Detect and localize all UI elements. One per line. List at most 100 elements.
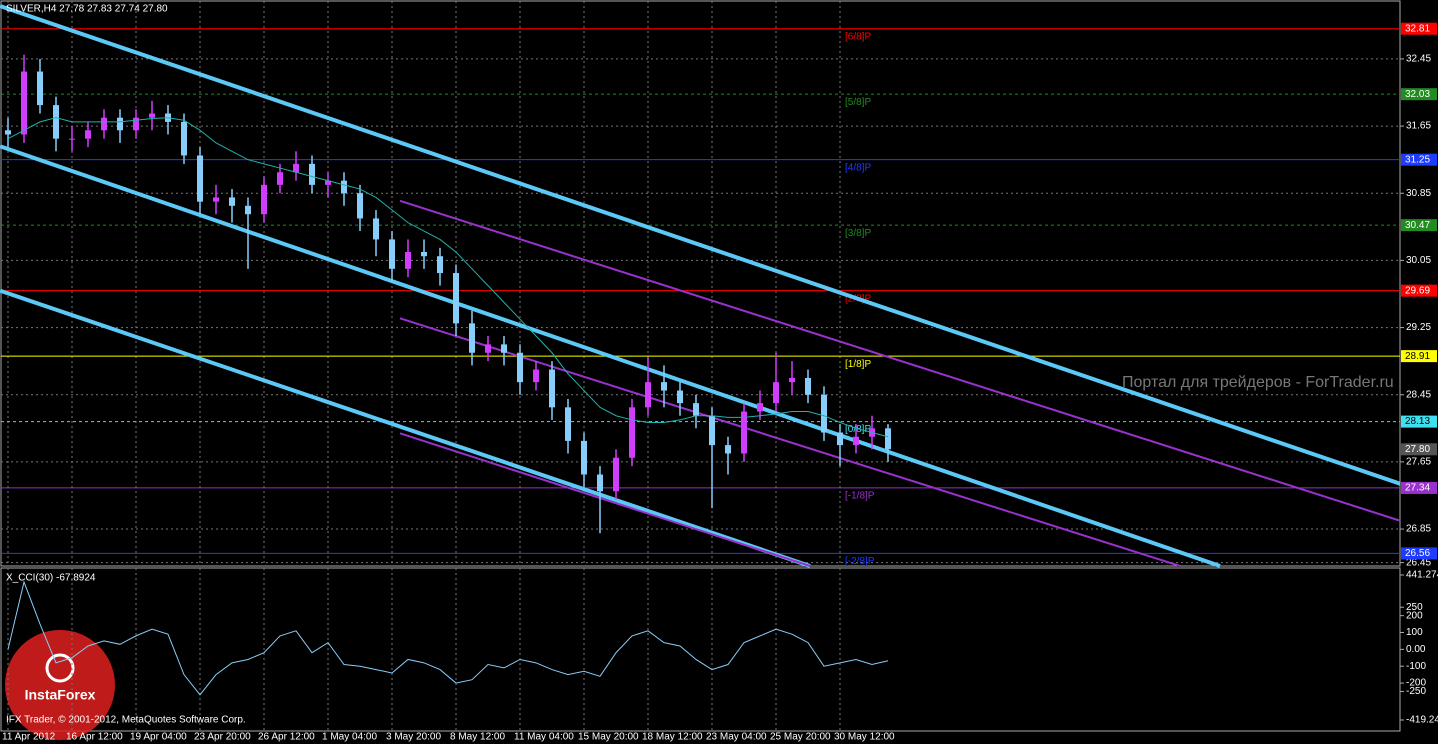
- candle-body: [133, 117, 139, 131]
- trend-line: [0, 4, 1401, 486]
- level-label: [-2/8]P: [845, 556, 875, 567]
- candle-body: [677, 390, 683, 404]
- candle-body: [821, 394, 827, 433]
- x-tick-label: 16 Apr 12:00: [66, 732, 123, 743]
- candle-body: [629, 407, 635, 458]
- candle-body: [693, 403, 699, 416]
- level-label: [1/8]P: [845, 359, 871, 370]
- copyright: IFX Trader, © 2001-2012, MetaQuotes Soft…: [6, 715, 246, 726]
- x-tick-label: 23 Apr 20:00: [194, 732, 251, 743]
- candle-body: [85, 130, 91, 139]
- candle-body: [53, 105, 59, 139]
- y-tick-label: -419.246: [1406, 715, 1438, 726]
- candle-body: [709, 415, 715, 446]
- level-box: [1401, 284, 1437, 297]
- candle-body: [117, 117, 123, 131]
- y-tick-label: 26.85: [1406, 524, 1431, 535]
- candle-body: [21, 71, 27, 135]
- candle-body: [597, 474, 603, 492]
- candle-body: [757, 403, 763, 412]
- candle-body: [533, 369, 539, 383]
- logo: [5, 630, 115, 740]
- level-value: 27.34: [1405, 483, 1430, 494]
- last-price-box: [1401, 443, 1437, 456]
- y-tick-label: 30.05: [1406, 255, 1431, 266]
- candle-body: [837, 432, 843, 446]
- last-price-label: 27.80: [1405, 444, 1430, 455]
- level-value: 32.03: [1405, 89, 1430, 100]
- candle-body: [309, 163, 315, 185]
- x-tick-label: 3 May 20:00: [386, 732, 441, 743]
- y-tick-label: -250: [1406, 686, 1426, 697]
- y-tick-label: 26.45: [1406, 557, 1431, 568]
- candle-body: [805, 377, 811, 395]
- y-tick-label: 28.45: [1406, 389, 1431, 400]
- candle-body: [565, 407, 571, 441]
- y-tick-label: 100: [1406, 627, 1423, 638]
- level-label: [4/8]P: [845, 162, 871, 173]
- x-tick-label: 30 May 12:00: [834, 732, 895, 743]
- logo-badge: [5, 630, 115, 740]
- candle-body: [229, 197, 235, 206]
- level-value: 28.13: [1405, 416, 1430, 427]
- candle-body: [437, 256, 443, 274]
- candle-body: [293, 163, 299, 173]
- candle-body: [661, 382, 667, 391]
- level-value: 26.56: [1405, 548, 1430, 559]
- candle-body: [101, 117, 107, 131]
- candle-body: [725, 445, 731, 454]
- cci-line: [7, 580, 889, 696]
- level-box: [1401, 547, 1437, 560]
- candle-body: [773, 382, 779, 404]
- candle-body: [5, 130, 11, 135]
- logo-text: InstaForex: [25, 687, 96, 703]
- level-label: [5/8]P: [845, 97, 871, 108]
- trend-line: [399, 317, 1181, 567]
- level-box: [1401, 219, 1437, 232]
- candle-body: [853, 436, 859, 446]
- candle-body: [37, 71, 43, 106]
- candle-body: [469, 323, 475, 353]
- trend-line: [0, 144, 1221, 568]
- candle-body: [405, 252, 411, 269]
- chart-title: SILVER,H4 27.78 27.83 27.74 27.80: [6, 4, 168, 15]
- x-tick-label: 8 May 12:00: [450, 732, 505, 743]
- y-tick-label: 27.65: [1406, 457, 1431, 468]
- y-tick-label: 30.85: [1406, 188, 1431, 199]
- x-tick-label: 19 Apr 04:00: [130, 732, 187, 743]
- y-tick-label: 250: [1406, 602, 1423, 613]
- level-value: 31.25: [1405, 154, 1430, 165]
- level-label: [3/8]P: [845, 228, 871, 239]
- candle-body: [453, 273, 459, 324]
- candle-body: [485, 344, 491, 353]
- candle-body: [69, 138, 75, 140]
- candle-body: [389, 239, 395, 269]
- candle-body: [325, 180, 331, 185]
- y-tick-label: 31.65: [1406, 121, 1431, 132]
- candle-body: [357, 193, 363, 219]
- level-label: [6/8]P: [845, 31, 871, 42]
- candle-body: [181, 121, 187, 156]
- logo-icon: [45, 653, 75, 683]
- trend-line: [399, 432, 811, 567]
- y-tick-label: 441.274: [1406, 570, 1438, 581]
- candle-body: [645, 382, 651, 408]
- candle-body: [789, 377, 795, 383]
- candle-body: [341, 180, 347, 194]
- candle-body: [261, 184, 267, 215]
- x-tick-label: 11 Apr 2012: [2, 732, 56, 743]
- x-tick-label: 23 May 04:00: [706, 732, 767, 743]
- x-tick-label: 1 May 04:00: [322, 732, 377, 743]
- x-tick-label: 11 May 04:00: [514, 732, 574, 743]
- level-label: [-1/8]P: [845, 491, 875, 502]
- y-tick-label: -100: [1406, 661, 1426, 672]
- y-tick-label: -200: [1406, 678, 1426, 689]
- y-tick-label: 0.00: [1406, 644, 1426, 655]
- candle-body: [741, 411, 747, 454]
- cci-title: X_CCI(30) -67.8924: [6, 573, 96, 584]
- candle-body: [213, 197, 219, 202]
- candle-body: [613, 457, 619, 492]
- trend-line: [399, 199, 1401, 522]
